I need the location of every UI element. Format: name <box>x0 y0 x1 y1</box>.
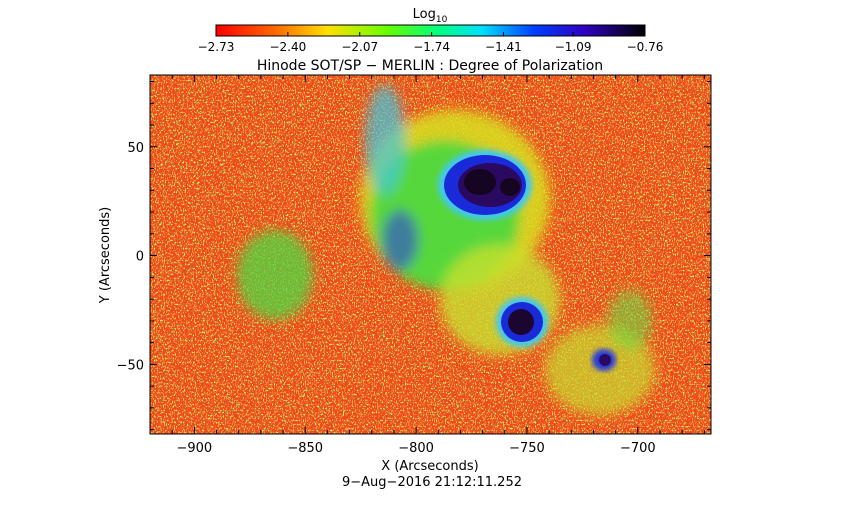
polarization-map <box>150 75 711 434</box>
colorbar-tick-label: −2.40 <box>269 40 306 54</box>
colorbar-tick-label: −1.41 <box>485 40 522 54</box>
colorbar <box>215 24 646 37</box>
colorbar-tick-label: −1.09 <box>555 40 592 54</box>
x-tick-label: −750 <box>509 441 545 456</box>
y-axis-ticks: 50 0 −50 <box>117 81 711 431</box>
timestamp: 9−Aug−2016 21:12:11.252 <box>342 475 522 490</box>
y-tick-label: 0 <box>136 250 144 265</box>
y-tick-label: 50 <box>127 141 144 156</box>
x-tick-label: −700 <box>620 441 656 456</box>
colorbar-tick-label: −0.76 <box>627 40 664 54</box>
x-tick-label: −800 <box>398 441 434 456</box>
x-tick-label: −850 <box>287 441 323 456</box>
x-axis-label: X (Arcseconds) <box>381 459 478 474</box>
colorbar-tick-label: −1.74 <box>413 40 450 54</box>
colorbar-label: Log10 <box>413 7 448 25</box>
sunspot-large <box>438 150 532 220</box>
y-tick-label: −50 <box>117 358 144 373</box>
x-tick-label: −900 <box>176 441 212 456</box>
sunspot-medium <box>496 297 548 347</box>
plot-title: Hinode SOT/SP − MERLIN : Degree of Polar… <box>257 58 603 74</box>
sunspot-small <box>592 349 616 371</box>
colorbar-tick-label: −2.73 <box>198 40 235 54</box>
x-axis-ticks: −900 −850 −800 −750 −700 <box>171 75 705 456</box>
colorbar-ticks: −2.73 −2.40 −2.07 −1.74 −1.41 −1.09 −0.76 <box>198 32 664 54</box>
y-axis-label: Y (Arcseconds) <box>98 207 113 304</box>
colorbar-tick-label: −2.07 <box>341 40 378 54</box>
